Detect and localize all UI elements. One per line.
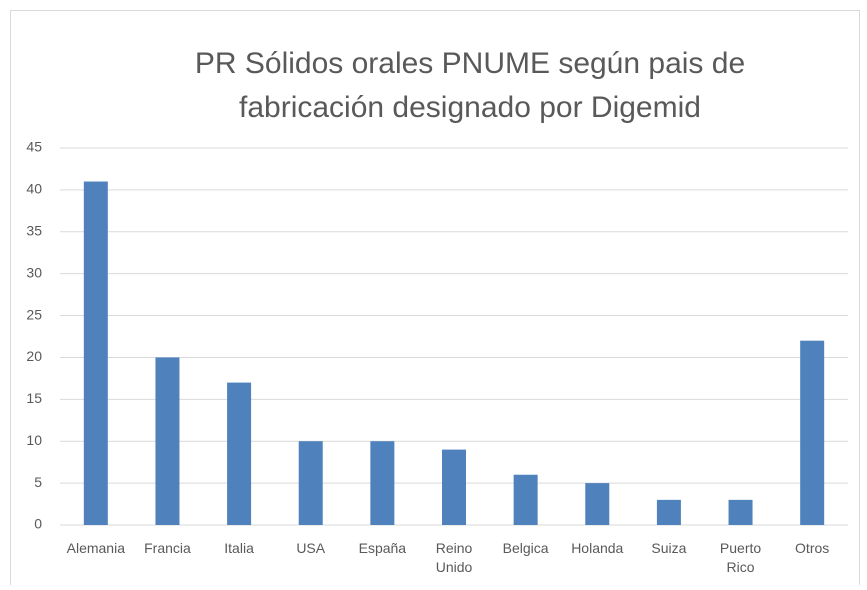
x-tick-label: Suiza — [651, 540, 687, 556]
bar — [656, 499, 681, 525]
bar — [728, 499, 753, 525]
y-tick-label: 40 — [26, 181, 42, 197]
bar — [442, 449, 466, 525]
bar — [298, 441, 323, 525]
y-tick-label: 0 — [34, 516, 42, 532]
y-tick-label: 30 — [26, 264, 42, 280]
y-tick-label: 20 — [26, 348, 42, 364]
bar — [227, 382, 252, 525]
y-tick-label: 25 — [26, 306, 42, 322]
chart-frame — [10, 10, 860, 585]
x-tick-label: Belgica — [502, 540, 549, 556]
bar — [800, 340, 825, 525]
bar — [155, 357, 180, 525]
x-tick-label: Alemania — [66, 540, 125, 556]
y-tick-label: 10 — [26, 432, 42, 448]
bar — [513, 474, 538, 525]
x-tick-label: Otros — [795, 540, 830, 556]
x-tick-label: Francia — [144, 540, 191, 556]
x-tick-label: Holanda — [571, 540, 624, 556]
y-tick-label: 15 — [26, 390, 42, 406]
x-tick-label: USA — [296, 540, 326, 556]
x-tick-label: España — [358, 540, 407, 556]
bar — [83, 181, 108, 525]
y-tick-label: 5 — [34, 474, 42, 490]
chart-title: PR Sólidos orales PNUME según pais de fa… — [194, 47, 746, 124]
bar — [370, 441, 395, 525]
y-tick-label: 45 — [26, 139, 42, 155]
x-tick-label: Italia — [224, 540, 254, 556]
y-tick-label: 35 — [26, 222, 42, 238]
x-tick-label: Reino Unido — [435, 540, 473, 575]
x-tick-label: Puerto Rico — [719, 540, 762, 575]
bar — [585, 483, 610, 525]
